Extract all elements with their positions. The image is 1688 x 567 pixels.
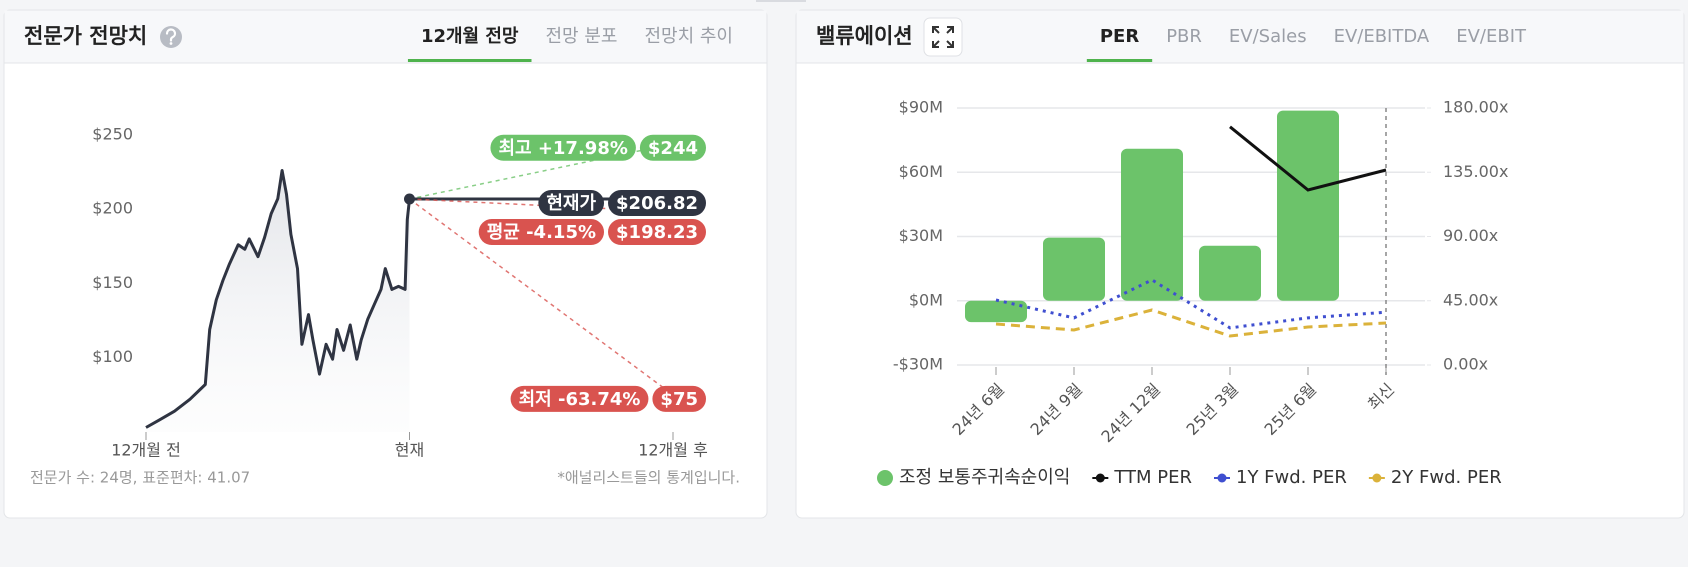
- target-pill: [608, 219, 706, 246]
- active-tab-underline: [1086, 59, 1153, 62]
- y2-tick-label: 45.00x: [1443, 290, 1498, 309]
- panel-title: 전문가 전망치: [24, 24, 147, 48]
- tab[interactable]: 전망치 추이: [644, 26, 733, 47]
- tab[interactable]: EV/EBITDA: [1334, 26, 1430, 47]
- bar: [1043, 237, 1105, 301]
- y-tick-label: $150: [92, 273, 133, 292]
- tab[interactable]: EV/EBIT: [1456, 26, 1527, 47]
- y2-tick-label: 135.00x: [1443, 162, 1508, 181]
- target-pill: [510, 385, 649, 412]
- target-pill: [490, 134, 636, 161]
- series-line: [995, 278, 1387, 330]
- legend-label[interactable]: 2Y Fwd. PER: [1391, 467, 1502, 488]
- y-tick-label: $250: [92, 124, 133, 143]
- legend-swatch: [1372, 473, 1382, 483]
- target-label: 평균 -4.15%: [487, 222, 596, 243]
- expand-button[interactable]: [923, 17, 963, 57]
- y-tick-label: $200: [92, 199, 133, 218]
- price-area: [146, 170, 410, 432]
- legend-swatch: [1095, 473, 1105, 483]
- y2-tick-label: 90.00x: [1443, 226, 1498, 245]
- expand-glyph: [932, 26, 954, 48]
- y-tick-label: $60M: [899, 162, 943, 181]
- bar: [1121, 148, 1183, 301]
- y2-tick-label: 180.00x: [1443, 98, 1508, 117]
- target-pill: [639, 134, 706, 161]
- x-tick-label: 12개월 후: [638, 441, 708, 460]
- target-pill: [652, 385, 706, 412]
- target-line: [409, 198, 674, 396]
- legend-label[interactable]: 1Y Fwd. PER: [1236, 467, 1347, 488]
- forecast-header: [4, 10, 767, 64]
- bar: [965, 300, 1027, 323]
- y-tick-label: $100: [92, 347, 133, 366]
- help-glyph: [165, 28, 177, 42]
- target-label: 최저 -63.74%: [519, 389, 641, 410]
- price-line: [145, 169, 411, 429]
- bar: [1199, 245, 1261, 301]
- target-label: 현재가: [546, 193, 596, 214]
- footnote: 전문가 수: 24명, 표준편차: 41.07: [30, 469, 250, 487]
- tab[interactable]: EV/Sales: [1229, 26, 1307, 47]
- bar: [1277, 110, 1339, 301]
- x-tick-label: 현재: [395, 441, 424, 460]
- y-tick-label: -$30M: [893, 355, 943, 374]
- current-point: [404, 193, 415, 205]
- target-pill: [608, 190, 706, 217]
- y-tick-label: $30M: [899, 226, 943, 245]
- target-label: $75: [660, 389, 698, 410]
- legend-swatch: [1217, 473, 1227, 483]
- target-pill: [478, 219, 605, 246]
- footnote: *애널리스트들의 통계입니다.: [557, 469, 740, 487]
- tab[interactable]: 12개월 전망: [421, 26, 519, 47]
- help-dot: [169, 42, 173, 45]
- target-pill: [538, 190, 605, 217]
- tab[interactable]: PBR: [1166, 26, 1202, 47]
- y-tick-label: $0M: [909, 290, 943, 309]
- y2-tick-label: 0.00x: [1443, 355, 1488, 374]
- target-label: 최고 +17.98%: [498, 138, 627, 159]
- help-icon[interactable]: [160, 26, 182, 48]
- panel-title: 밸류에이션: [816, 24, 913, 48]
- legend-label[interactable]: 조정 보통주귀속순이익: [899, 467, 1070, 488]
- active-tab-underline: [407, 59, 532, 62]
- series-line: [995, 308, 1387, 338]
- target-label: $206.82: [616, 193, 698, 214]
- tab[interactable]: PER: [1100, 26, 1139, 47]
- tab[interactable]: 전망 분포: [546, 26, 618, 47]
- y-tick-label: $90M: [899, 98, 943, 117]
- series-line: [1229, 125, 1387, 192]
- expand-box: [923, 17, 963, 57]
- x-tick-label: 12개월 전: [111, 441, 181, 460]
- target-label: $198.23: [616, 222, 698, 243]
- drag-handle: [756, 0, 806, 2]
- target-label: $244: [648, 138, 698, 159]
- legend-label[interactable]: TTM PER: [1113, 467, 1192, 488]
- legend-swatch: [877, 470, 893, 486]
